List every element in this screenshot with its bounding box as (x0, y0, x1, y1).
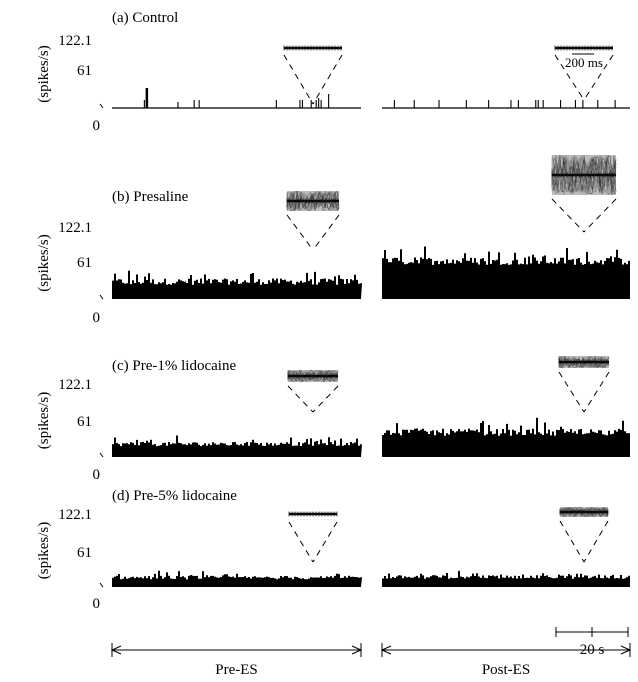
post-es-arrow-head (620, 645, 632, 655)
post-es-arrow-head (380, 645, 392, 655)
waveform-inset (551, 155, 617, 233)
zoom-line (312, 521, 338, 563)
axis-tick (99, 103, 104, 109)
y-axis-label: (spikes/s) (36, 234, 52, 292)
waveform-trace (287, 370, 339, 383)
waveform-inset (288, 511, 338, 563)
waveform-trace (287, 369, 339, 381)
y-axis-label: (spikes/s) (36, 392, 52, 450)
panel-label: (c) Pre-1% lidocaine (112, 358, 236, 374)
axis-tick (99, 582, 104, 588)
zoom-line (583, 371, 610, 413)
y-axis-label: (spikes/s) (36, 522, 52, 580)
waveform-trace (551, 158, 617, 195)
waveform-trace (286, 191, 340, 211)
zoom-line (551, 198, 585, 233)
zoom-line (283, 54, 314, 105)
y-tick-label: 0 (93, 596, 101, 612)
y-tick-label: 61 (77, 63, 92, 79)
y-axis-label: (spikes/s) (36, 45, 52, 103)
pre-es-arrow-head (351, 645, 363, 655)
y-tick-label: 0 (93, 467, 101, 483)
panel-label: (d) Pre-5% lidocaine (112, 488, 237, 504)
zoom-line (583, 520, 609, 563)
post-es-histogram (382, 417, 630, 457)
y-tick-label: 0 (93, 118, 101, 134)
waveform-trace (286, 191, 340, 212)
waveform-trace (286, 191, 340, 212)
axis-tick (99, 452, 104, 458)
y-tick-label: 122.1 (58, 33, 92, 49)
panel-label: (b) Presaline (112, 189, 189, 205)
zoom-line (288, 521, 314, 563)
inset-scale-label: 200 ms (565, 55, 603, 70)
pre-es-arrow-head (110, 645, 122, 655)
pre-es-histogram (112, 270, 362, 299)
zoom-line (583, 198, 617, 233)
zoom-line (312, 214, 340, 251)
pre-es-histogram (112, 435, 362, 457)
post-es-histogram (382, 570, 630, 587)
waveform-trace (558, 356, 610, 368)
pre-es-histogram (112, 570, 362, 587)
zoom-line (554, 54, 585, 101)
y-tick-label: 122.1 (58, 220, 92, 236)
y-tick-label: 122.1 (58, 377, 92, 393)
waveform-inset (287, 369, 339, 413)
panel-label: (a) Control (112, 10, 178, 26)
y-tick-label: 61 (77, 255, 92, 271)
waveform-inset (559, 506, 609, 563)
waveform-inset (283, 45, 343, 105)
zoom-line (312, 385, 339, 413)
post-es-histogram (382, 246, 630, 299)
zoom-line (286, 214, 314, 251)
pre-es-label: Pre-ES (215, 662, 258, 678)
waveform-inset (286, 190, 340, 251)
waveform-inset (558, 355, 610, 413)
y-tick-label: 122.1 (58, 507, 92, 523)
zoom-line (287, 385, 314, 413)
axis-tick (99, 294, 104, 300)
zoom-line (559, 520, 585, 563)
post-es-label: Post-ES (482, 662, 530, 678)
y-tick-label: 0 (93, 310, 101, 326)
y-tick-label: 61 (77, 414, 92, 430)
zoom-line (558, 371, 585, 413)
waveform-inset (554, 45, 614, 101)
zoom-line (312, 54, 343, 105)
y-tick-label: 61 (77, 545, 92, 561)
zoom-line (583, 54, 614, 101)
